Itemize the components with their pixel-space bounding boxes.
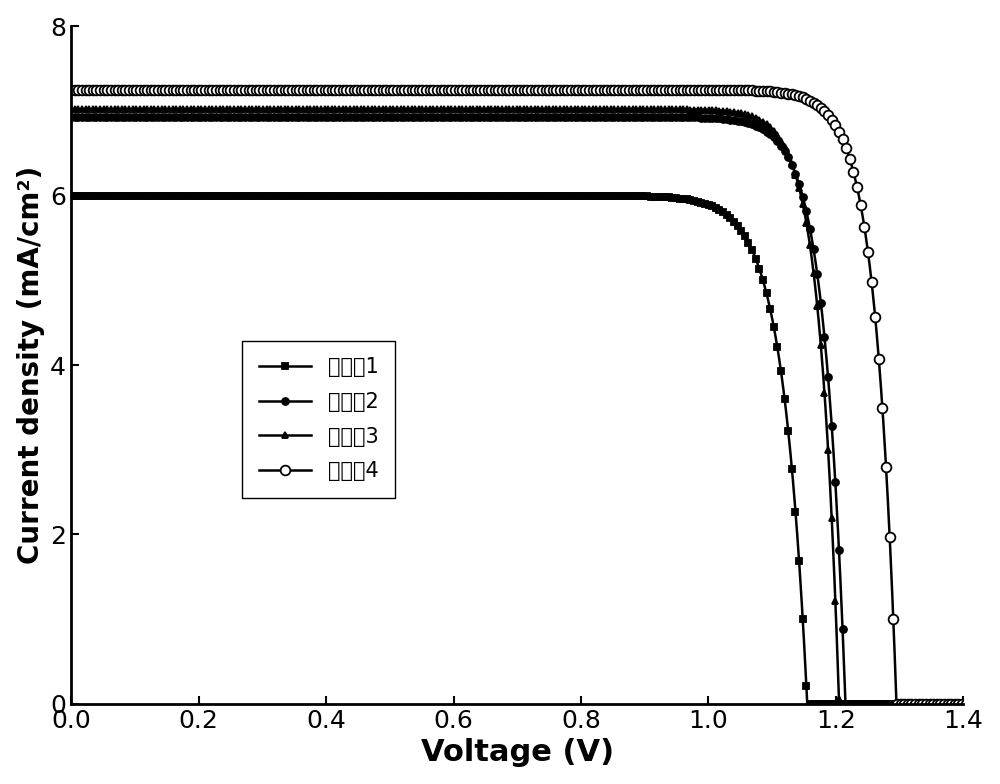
Line: 实施例2: 实施例2 bbox=[68, 114, 980, 707]
实施例4 bbox=[944, 699, 956, 709]
实施例1 bbox=[970, 699, 982, 709]
实施例4 bbox=[65, 85, 77, 94]
Line: 实施例1: 实施例1 bbox=[68, 192, 980, 707]
实施例3 bbox=[944, 699, 956, 709]
实施例4 bbox=[970, 699, 982, 709]
Line: 实施例3: 实施例3 bbox=[68, 106, 980, 707]
实施例1 bbox=[111, 191, 123, 200]
实施例3 bbox=[65, 104, 77, 114]
实施例4 bbox=[505, 85, 517, 94]
Y-axis label: Current density (mA/cm²): Current density (mA/cm²) bbox=[17, 166, 45, 564]
实施例3 bbox=[944, 699, 956, 709]
实施例2 bbox=[65, 112, 77, 122]
实施例4 bbox=[944, 699, 956, 709]
实施例3 bbox=[505, 104, 517, 114]
实施例1 bbox=[65, 191, 77, 200]
实施例2 bbox=[970, 699, 982, 709]
实施例2 bbox=[840, 699, 852, 709]
实施例3 bbox=[778, 140, 790, 150]
实施例2 bbox=[481, 112, 493, 122]
实施例4 bbox=[481, 85, 493, 94]
实施例3 bbox=[970, 699, 982, 709]
实施例1 bbox=[944, 699, 956, 709]
实施例2 bbox=[944, 699, 956, 709]
实施例2 bbox=[778, 145, 790, 154]
实施例2 bbox=[111, 112, 123, 122]
实施例1 bbox=[778, 387, 790, 397]
实施例3 bbox=[481, 104, 493, 114]
Line: 实施例4: 实施例4 bbox=[66, 85, 981, 709]
实施例1 bbox=[505, 191, 517, 200]
实施例4 bbox=[778, 88, 790, 97]
实施例2 bbox=[505, 112, 517, 122]
X-axis label: Voltage (V): Voltage (V) bbox=[421, 739, 614, 768]
实施例3 bbox=[833, 699, 845, 709]
实施例2 bbox=[944, 699, 956, 709]
实施例1 bbox=[801, 699, 813, 709]
实施例4 bbox=[891, 699, 903, 709]
实施例1 bbox=[481, 191, 493, 200]
实施例3 bbox=[111, 104, 123, 114]
实施例1 bbox=[944, 699, 956, 709]
Legend: 实施例1, 实施例2, 实施例3, 实施例4: 实施例1, 实施例2, 实施例3, 实施例4 bbox=[242, 341, 395, 498]
实施例4 bbox=[111, 85, 123, 94]
